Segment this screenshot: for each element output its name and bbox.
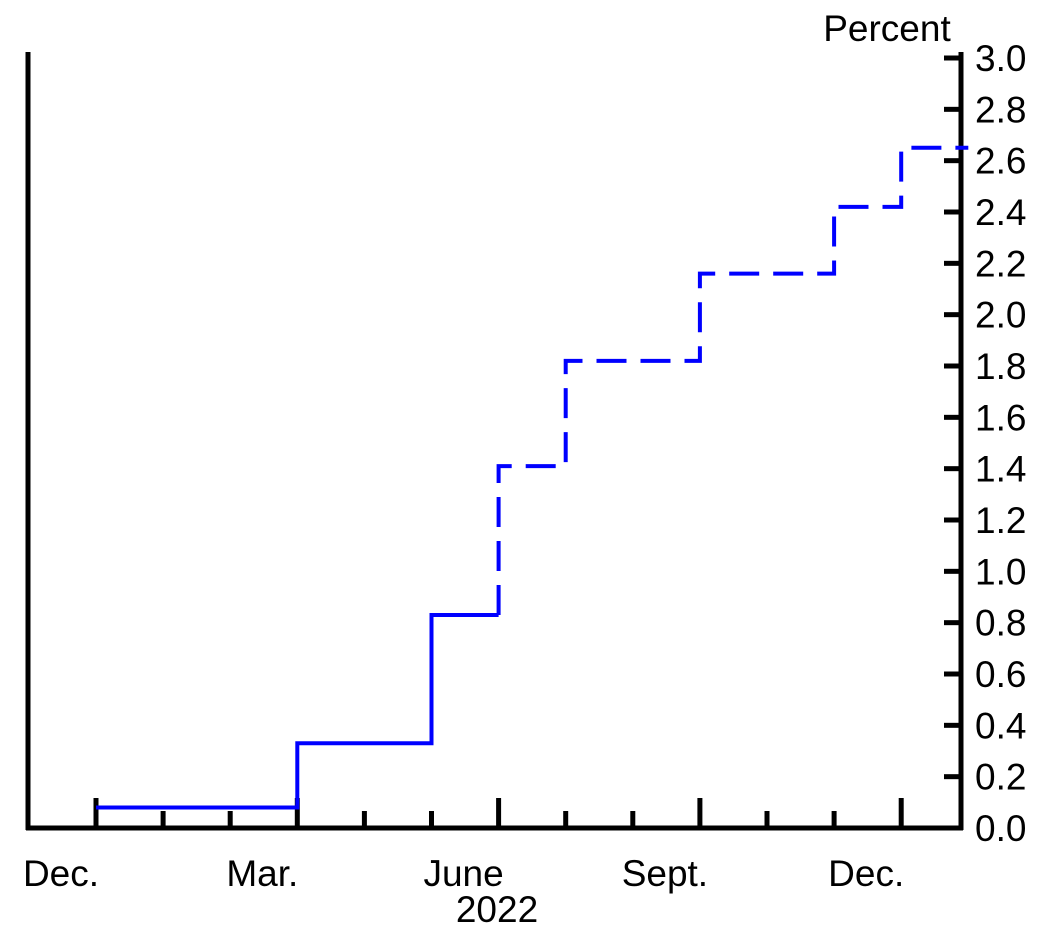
y-axis-ticks: 0.0 0.2 0.4 0.6 0.8 1.0 1.2 1.4 1.6 1.8 2.0 2.2 2.4 2… (944, 38, 1026, 849)
x-tick-label: Dec. (828, 853, 904, 894)
x-axis-ticks: Dec. Mar. June Sept. Dec. (23, 798, 904, 894)
y-tick-label: 1.0 (975, 551, 1026, 592)
y-tick-label: 2.0 (975, 295, 1026, 336)
y-tick-label: 2.6 (975, 141, 1026, 182)
y-tick-label: 0.0 (975, 808, 1026, 849)
y-tick-label: 0.8 (975, 603, 1026, 644)
y-tick-label: 1.8 (975, 346, 1026, 387)
series-line-actual (96, 613, 499, 810)
x-tick-label: Sept. (622, 853, 708, 894)
x-tick-label: Mar. (226, 853, 298, 894)
x-year-label: 2022 (456, 889, 538, 927)
y-tick-label: 3.0 (975, 38, 1026, 79)
series-line-projection (496, 145, 969, 615)
y-tick-label: 0.2 (975, 757, 1026, 798)
y-tick-label: 1.6 (975, 397, 1026, 438)
y-tick-label: 2.8 (975, 89, 1026, 130)
y-tick-label: 1.4 (975, 449, 1026, 490)
x-tick-label: June (423, 853, 503, 894)
y-tick-label: 1.2 (975, 500, 1026, 541)
series-layer (96, 145, 969, 810)
y-tick-label: 2.4 (975, 192, 1026, 233)
y-unit-label: Percent (823, 8, 951, 49)
y-tick-label: 2.2 (975, 243, 1026, 284)
y-tick-label: 0.6 (975, 654, 1026, 695)
x-tick-label: Dec. (23, 853, 99, 894)
y-tick-label: 0.4 (975, 705, 1026, 746)
